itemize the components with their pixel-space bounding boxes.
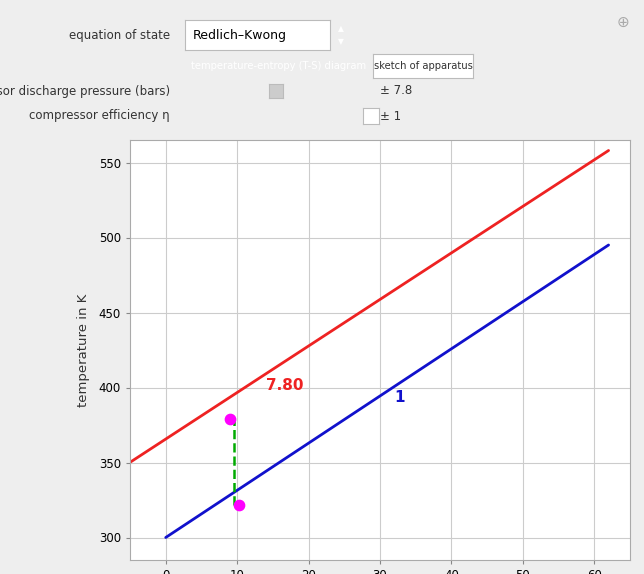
Text: ▲: ▲ — [338, 24, 344, 33]
Text: ± 1: ± 1 — [380, 110, 401, 122]
Point — [225, 414, 235, 424]
Text: 1: 1 — [394, 390, 405, 405]
Text: equation of state: equation of state — [69, 29, 170, 41]
Point — [233, 500, 243, 509]
Y-axis label: temperature in K: temperature in K — [77, 293, 90, 407]
Text: compressor discharge pressure (bars): compressor discharge pressure (bars) — [0, 84, 170, 98]
Text: ▼: ▼ — [338, 37, 344, 46]
Text: sketch of apparatus: sketch of apparatus — [374, 61, 473, 71]
Text: ⊕: ⊕ — [617, 15, 630, 30]
Text: compressor efficiency η: compressor efficiency η — [30, 110, 170, 122]
Text: 7.80: 7.80 — [266, 378, 303, 394]
Text: Redlich–Kwong: Redlich–Kwong — [193, 29, 286, 41]
Text: temperature-entropy (T-S) diagram: temperature-entropy (T-S) diagram — [191, 61, 366, 71]
Text: ± 7.8: ± 7.8 — [380, 84, 412, 98]
